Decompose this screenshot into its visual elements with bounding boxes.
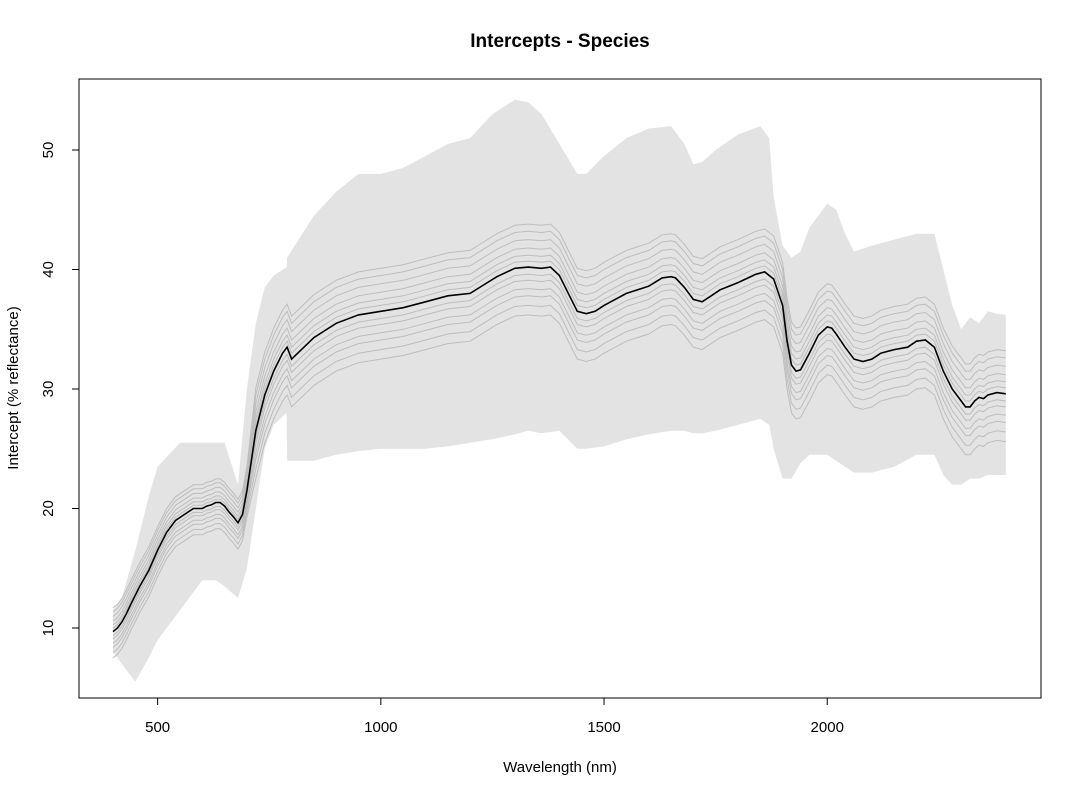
species-line <box>112 295 1006 648</box>
species-line <box>112 260 1006 629</box>
chart-title: Intercepts - Species <box>470 31 650 52</box>
y-tick-label: 20 <box>40 500 57 517</box>
x-axis-label: Wavelength (nm) <box>503 759 617 776</box>
species-line <box>112 254 1006 626</box>
y-axis: 10 20 30 40 50 <box>40 142 80 637</box>
species-lines <box>112 223 1006 659</box>
y-axis-label: Intercept (% reflectance) <box>5 306 22 469</box>
species-line <box>112 288 1006 644</box>
y-tick-label: 10 <box>40 620 57 637</box>
species-line <box>112 314 1006 659</box>
y-tick-label: 30 <box>40 381 57 398</box>
plot-area <box>112 99 1006 682</box>
species-line <box>112 273 1006 636</box>
species-line <box>112 223 1006 609</box>
x-tick-label: 500 <box>145 719 170 736</box>
species-line <box>112 304 1006 653</box>
mean-intercept-line <box>112 266 1006 633</box>
species-line <box>112 239 1006 617</box>
x-axis: 500 1000 1500 2000 <box>145 697 844 736</box>
range-band <box>113 99 1006 682</box>
species-line <box>112 279 1006 640</box>
species-line <box>112 230 1006 613</box>
x-tick-label: 1000 <box>364 719 397 736</box>
y-tick-label: 50 <box>40 142 57 159</box>
species-line <box>112 247 1006 622</box>
x-tick-label: 2000 <box>811 719 844 736</box>
y-tick-label: 40 <box>40 261 57 278</box>
x-tick-label: 1500 <box>587 719 620 736</box>
